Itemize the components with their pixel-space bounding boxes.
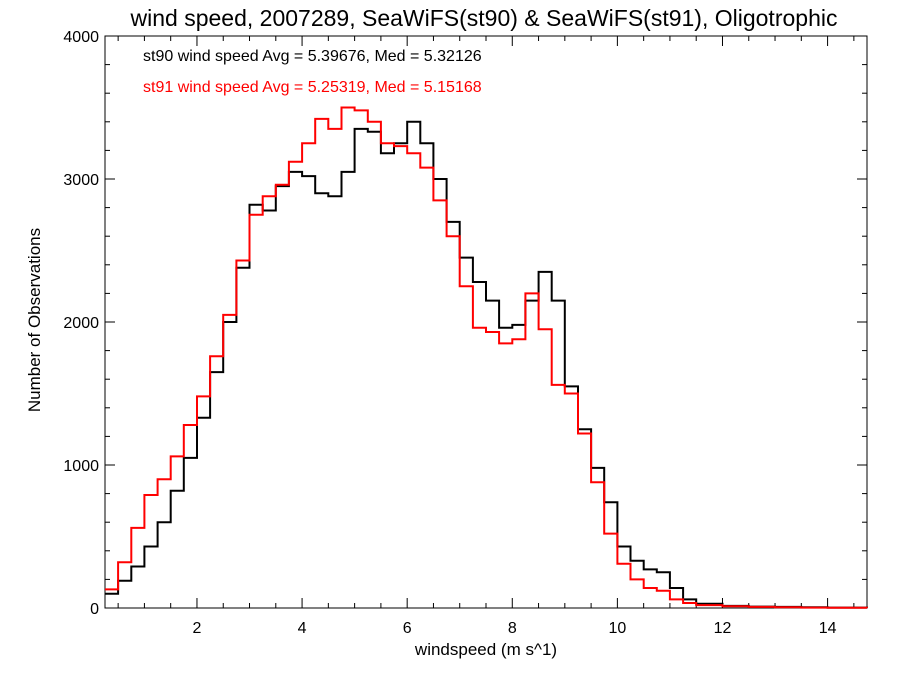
axis-ticks xyxy=(105,36,867,608)
x-tick-label: 6 xyxy=(403,620,412,637)
x-axis-label: windspeed (m s^1) xyxy=(414,640,557,659)
y-tick-label: 4000 xyxy=(63,29,99,46)
y-tick-label: 1000 xyxy=(63,458,99,475)
y-tick-label: 0 xyxy=(90,601,99,618)
legend-entry-st91: st91 wind speed Avg = 5.25319, Med = 5.1… xyxy=(143,79,482,96)
x-tick-label: 2 xyxy=(193,620,202,637)
x-tick-label: 8 xyxy=(508,620,517,637)
plot-area xyxy=(104,35,868,609)
series-st91-line xyxy=(105,106,868,609)
legend-entry-st90: st90 wind speed Avg = 5.39676, Med = 5.3… xyxy=(143,48,482,65)
series-st90-line xyxy=(105,120,868,609)
x-tick-label: 14 xyxy=(819,620,837,637)
x-tick-label: 4 xyxy=(298,620,307,637)
x-tick-labels: 2 4 6 8 10 12 14 xyxy=(193,620,837,637)
y-tick-label: 2000 xyxy=(63,315,99,332)
y-axis-label: Number of Observations xyxy=(25,228,44,412)
chart-title: wind speed, 2007289, SeaWiFS(st90) & Sea… xyxy=(130,5,838,31)
x-tick-label: 12 xyxy=(714,620,732,637)
x-tick-label: 10 xyxy=(608,620,626,637)
series-layer xyxy=(105,106,868,609)
y-tick-labels: 0 1000 2000 3000 4000 xyxy=(63,29,99,618)
y-tick-label: 3000 xyxy=(63,172,99,189)
plot-frame xyxy=(104,35,868,609)
